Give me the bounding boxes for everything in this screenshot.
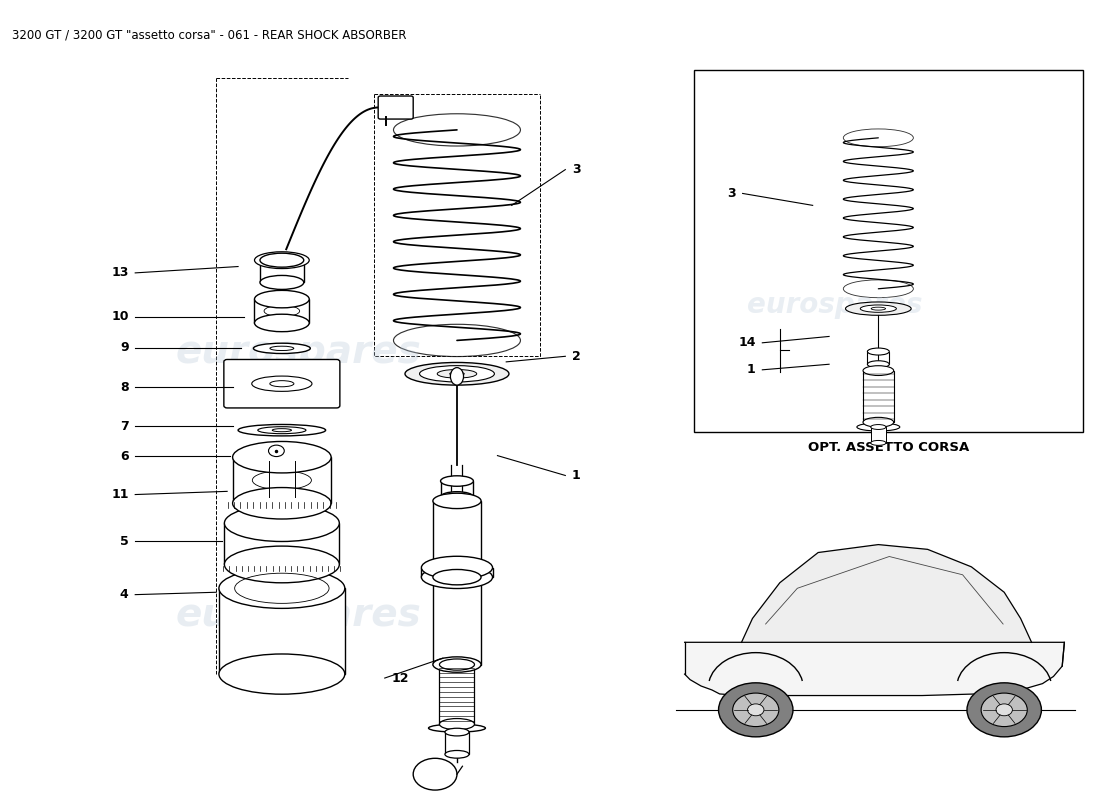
Ellipse shape bbox=[437, 370, 476, 378]
Ellipse shape bbox=[871, 307, 886, 310]
Text: 9: 9 bbox=[120, 341, 129, 354]
Ellipse shape bbox=[440, 718, 474, 730]
Text: 6: 6 bbox=[120, 450, 129, 463]
Polygon shape bbox=[260, 260, 304, 282]
Polygon shape bbox=[871, 427, 886, 443]
Polygon shape bbox=[433, 577, 481, 665]
Ellipse shape bbox=[419, 366, 494, 382]
Ellipse shape bbox=[238, 425, 326, 436]
Ellipse shape bbox=[844, 129, 913, 146]
Ellipse shape bbox=[429, 724, 485, 732]
Ellipse shape bbox=[871, 441, 886, 446]
Ellipse shape bbox=[270, 381, 294, 386]
Circle shape bbox=[268, 445, 284, 457]
Ellipse shape bbox=[270, 346, 294, 350]
Ellipse shape bbox=[260, 253, 304, 267]
Text: 1: 1 bbox=[747, 363, 756, 376]
Ellipse shape bbox=[433, 494, 481, 509]
Ellipse shape bbox=[253, 343, 310, 354]
Text: 3200 GT / 3200 GT "assetto corsa" - 061 - REAR SHOCK ABSORBER: 3200 GT / 3200 GT "assetto corsa" - 061 … bbox=[11, 28, 406, 41]
Ellipse shape bbox=[254, 290, 309, 308]
Text: eurospares: eurospares bbox=[175, 595, 421, 634]
Ellipse shape bbox=[224, 546, 339, 583]
Circle shape bbox=[748, 704, 763, 716]
Ellipse shape bbox=[254, 252, 309, 269]
Text: 7: 7 bbox=[120, 420, 129, 433]
Text: 12: 12 bbox=[392, 671, 409, 685]
Polygon shape bbox=[232, 457, 331, 503]
Ellipse shape bbox=[444, 728, 469, 736]
Polygon shape bbox=[741, 545, 1032, 642]
Ellipse shape bbox=[857, 423, 900, 431]
Text: 10: 10 bbox=[111, 310, 129, 323]
Ellipse shape bbox=[421, 556, 493, 579]
Text: 13: 13 bbox=[111, 266, 129, 279]
Text: eurospares: eurospares bbox=[175, 334, 421, 371]
Ellipse shape bbox=[844, 280, 913, 298]
Ellipse shape bbox=[440, 659, 474, 670]
Ellipse shape bbox=[257, 426, 306, 434]
Ellipse shape bbox=[433, 557, 481, 572]
Circle shape bbox=[733, 693, 779, 726]
Text: OPT. ASSETTO CORSA: OPT. ASSETTO CORSA bbox=[808, 442, 969, 454]
Text: 1: 1 bbox=[572, 469, 581, 482]
Ellipse shape bbox=[219, 568, 344, 608]
Text: 2: 2 bbox=[572, 350, 581, 363]
Text: 5: 5 bbox=[120, 535, 129, 548]
Circle shape bbox=[996, 704, 1012, 716]
Ellipse shape bbox=[868, 348, 889, 355]
Ellipse shape bbox=[871, 425, 886, 430]
Ellipse shape bbox=[864, 366, 893, 375]
Ellipse shape bbox=[272, 429, 292, 432]
Ellipse shape bbox=[224, 505, 339, 542]
Polygon shape bbox=[421, 568, 493, 577]
Ellipse shape bbox=[219, 654, 344, 694]
Polygon shape bbox=[868, 351, 889, 364]
Ellipse shape bbox=[450, 368, 463, 385]
Ellipse shape bbox=[433, 570, 481, 585]
Ellipse shape bbox=[441, 476, 473, 486]
Ellipse shape bbox=[450, 372, 464, 375]
Polygon shape bbox=[440, 665, 474, 724]
Text: 3: 3 bbox=[727, 187, 736, 200]
Ellipse shape bbox=[232, 442, 331, 473]
Polygon shape bbox=[864, 370, 893, 422]
Polygon shape bbox=[254, 299, 309, 323]
Text: 4: 4 bbox=[120, 588, 129, 601]
Circle shape bbox=[967, 683, 1042, 737]
Ellipse shape bbox=[433, 657, 481, 672]
Text: 14: 14 bbox=[738, 336, 756, 350]
Bar bbox=[694, 70, 1084, 432]
FancyBboxPatch shape bbox=[224, 359, 340, 408]
Ellipse shape bbox=[868, 361, 889, 368]
Ellipse shape bbox=[254, 314, 309, 332]
Ellipse shape bbox=[444, 750, 469, 758]
Text: eurospares: eurospares bbox=[747, 290, 922, 318]
Circle shape bbox=[981, 693, 1027, 726]
Polygon shape bbox=[684, 642, 1065, 695]
Polygon shape bbox=[224, 523, 339, 565]
Ellipse shape bbox=[405, 362, 509, 385]
Polygon shape bbox=[441, 481, 473, 497]
Ellipse shape bbox=[864, 418, 893, 427]
Ellipse shape bbox=[421, 566, 493, 589]
Polygon shape bbox=[219, 588, 344, 674]
Ellipse shape bbox=[394, 114, 520, 146]
Ellipse shape bbox=[232, 487, 331, 519]
Ellipse shape bbox=[394, 324, 520, 357]
Ellipse shape bbox=[846, 302, 911, 315]
Polygon shape bbox=[444, 732, 469, 754]
Ellipse shape bbox=[441, 492, 473, 502]
Ellipse shape bbox=[252, 376, 312, 391]
Text: 8: 8 bbox=[120, 381, 129, 394]
Text: 3: 3 bbox=[572, 163, 581, 176]
FancyBboxPatch shape bbox=[378, 96, 414, 119]
Polygon shape bbox=[433, 501, 481, 565]
Ellipse shape bbox=[860, 305, 896, 312]
Circle shape bbox=[718, 683, 793, 737]
Ellipse shape bbox=[260, 275, 304, 290]
Text: 11: 11 bbox=[111, 488, 129, 501]
Circle shape bbox=[414, 758, 456, 790]
